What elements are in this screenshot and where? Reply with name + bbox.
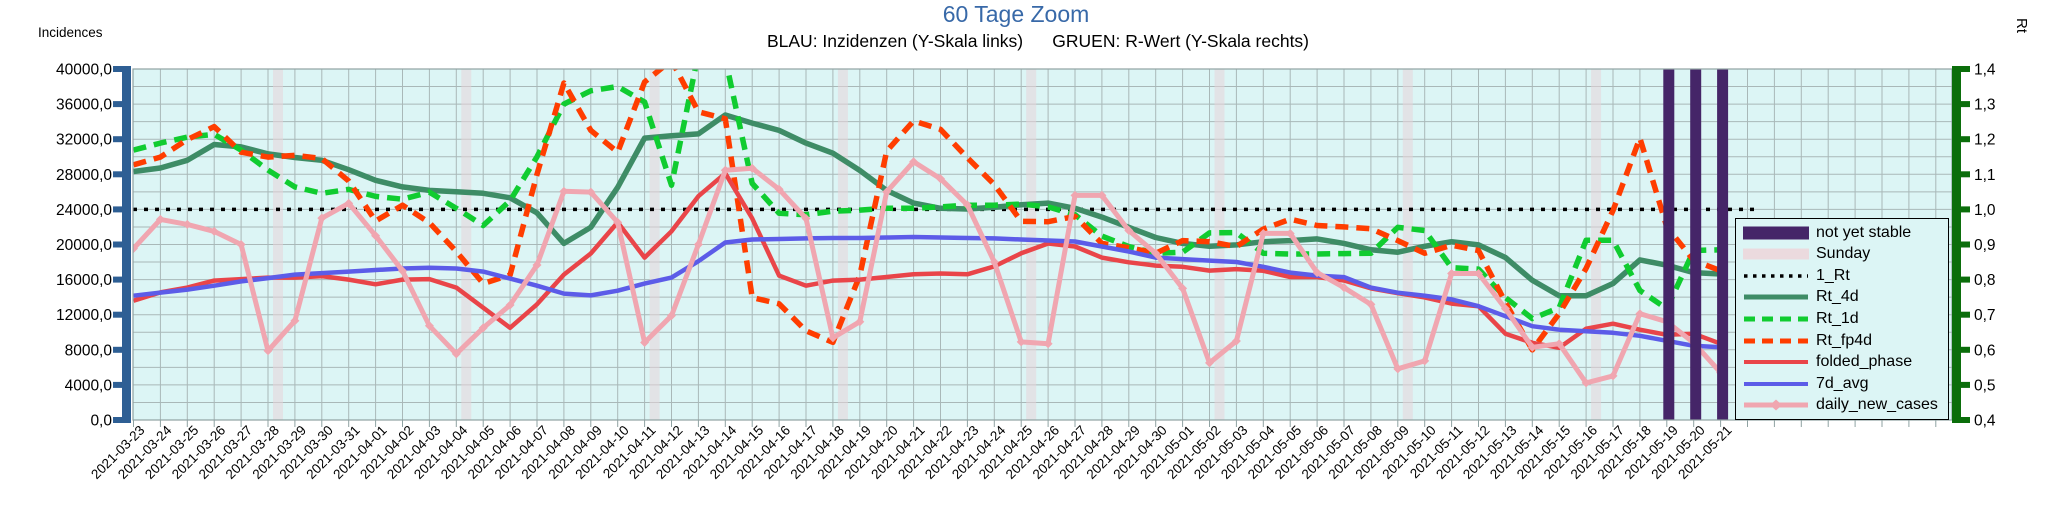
- rt-4d-swatch: [1742, 289, 1810, 305]
- y2-tick-label: 1,2: [1974, 132, 1996, 149]
- y2-tick-label: 0,5: [1974, 377, 1996, 394]
- sunday-swatch: [1742, 246, 1810, 262]
- legend-item-rt-4d: Rt_4d: [1742, 287, 1942, 307]
- y-tick-label: 24000,0: [56, 202, 112, 219]
- legend-item-label: daily_new_cases: [1816, 396, 1938, 414]
- right-axis: [1952, 66, 1970, 423]
- x-axis-ticks: [133, 420, 1937, 427]
- y-tick-label: 0,0: [90, 413, 112, 430]
- legend-item-label: 1_Rt: [1816, 266, 1850, 284]
- legend-item-daily-new-cases: daily_new_cases: [1742, 395, 1942, 415]
- rt-fp4d-swatch: [1742, 333, 1810, 349]
- not-yet-stable-band: [1663, 69, 1675, 420]
- y-tick-label: 40000,0: [56, 62, 112, 79]
- legend-item-sunday: Sunday: [1742, 244, 1942, 264]
- right-axis-tick-labels: 1,4 1,3 1,2 1,1 1,0 0,9 0,8 0,7 0,6 0,5 0,4: [1974, 62, 1996, 430]
- legend-item-folded-phase: folded_phase: [1742, 352, 1942, 372]
- legend-item-label: 7d_avg: [1816, 374, 1869, 392]
- chart-title: 60 Tage Zoom: [942, 1, 1090, 27]
- y-tick-label: 28000,0: [56, 167, 112, 184]
- not-yet-stable-swatch: [1742, 225, 1810, 241]
- legend-item-label: Rt_4d: [1816, 288, 1859, 306]
- sunday-band: [649, 69, 660, 420]
- y-tick-label: 8000,0: [65, 342, 113, 359]
- y-tick-label: 16000,0: [56, 272, 112, 289]
- series-lines: [133, 69, 1726, 388]
- y2-tick-label: 1,4: [1974, 62, 1996, 79]
- series-Rt_fp4d: [133, 69, 1722, 353]
- series-Rt_1d: [133, 69, 1721, 322]
- legend-item-label: Sunday: [1816, 245, 1871, 263]
- sunday-band: [273, 69, 283, 420]
- y2-tick-label: 0,4: [1974, 413, 1996, 430]
- y-tick-label: 20000,0: [56, 237, 112, 254]
- legend-item-1-rt: 1_Rt: [1742, 266, 1942, 286]
- y2-tick-label: 0,7: [1974, 307, 1996, 324]
- left-axis-title: Incidences: [38, 25, 103, 40]
- sunday-band: [1026, 69, 1037, 420]
- sunday-band: [461, 69, 472, 420]
- y-tick-label: 32000,0: [56, 132, 112, 149]
- y-tick-label: 4000,0: [65, 377, 113, 394]
- legend-item-label: not yet stable: [1816, 223, 1912, 241]
- y2-tick-label: 0,6: [1974, 342, 1996, 359]
- legend-item-label: Rt_1d: [1816, 309, 1859, 327]
- y2-tick-label: 1,3: [1974, 97, 1996, 114]
- legend: not yet stable Sunday 1_Rt Rt_4d Rt_1d Rt_fp4…: [1735, 218, 1949, 420]
- y-tick-label: 36000,0: [56, 97, 112, 114]
- 7d-avg-swatch: [1742, 376, 1810, 392]
- left-axis: [113, 66, 131, 423]
- y-tick-label: 12000,0: [56, 307, 112, 324]
- legend-item-label: folded_phase: [1816, 353, 1913, 371]
- daily-new-cases-swatch: [1742, 397, 1810, 413]
- x-axis-tick-labels: 2021-03-232021-03-242021-03-252021-03-26…: [88, 422, 1735, 482]
- chart-subtitle: BLAU: Inzidenzen (Y-Skala links) GRUEN: …: [766, 31, 1310, 51]
- series-folded_phase: [133, 171, 1722, 351]
- left-axis-tick-labels: 40000,0 36000,0 32000,0 28000,0 24000,0 20000…: [56, 62, 112, 430]
- rt-1d-swatch: [1742, 311, 1810, 327]
- 1-rt-swatch: [1742, 268, 1810, 284]
- sunday-band: [837, 69, 848, 420]
- legend-item-not-yet-stable: not yet stable: [1742, 223, 1942, 243]
- legend-item-7d-avg: 7d_avg: [1742, 374, 1942, 394]
- legend-item-label: Rt_fp4d: [1816, 331, 1873, 349]
- legend-item-rt-fp4d: Rt_fp4d: [1742, 331, 1942, 351]
- not-yet-stable-band: [1717, 69, 1729, 420]
- series-daily_new_cases: [133, 159, 1723, 386]
- y2-tick-label: 1,1: [1974, 167, 1996, 184]
- not-yet-stable-bands: [1663, 69, 1729, 420]
- y2-tick-label: 0,9: [1974, 237, 1996, 254]
- folded-phase-swatch: [1742, 354, 1810, 370]
- y2-tick-label: 1,0: [1974, 202, 1996, 219]
- y2-tick-label: 0,8: [1974, 272, 1996, 289]
- not-yet-stable-band: [1690, 69, 1702, 420]
- legend-item-rt-1d: Rt_1d: [1742, 309, 1942, 329]
